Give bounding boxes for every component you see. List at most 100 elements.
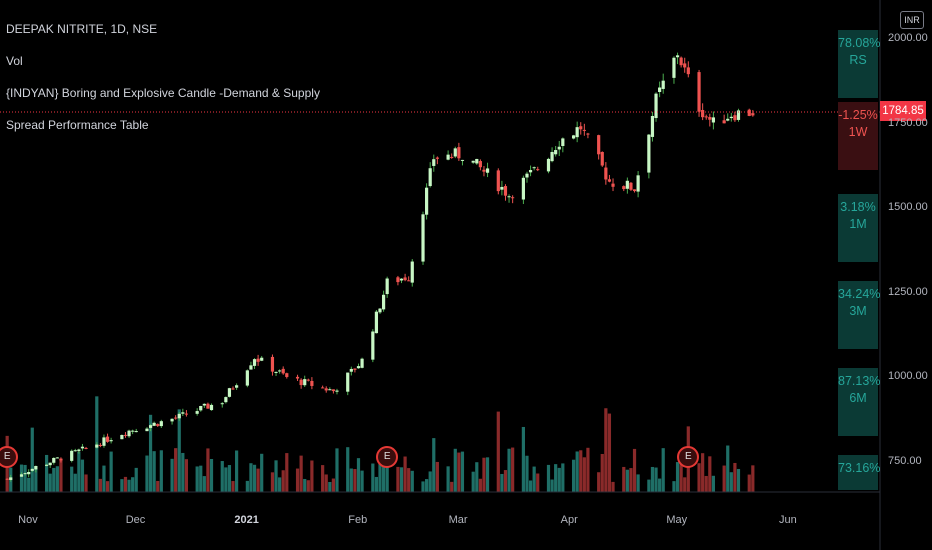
candle bbox=[321, 385, 325, 389]
candle bbox=[328, 387, 332, 391]
volume-bar bbox=[321, 465, 325, 492]
x-tick-label: Dec bbox=[125, 514, 146, 526]
volume-bar bbox=[252, 464, 257, 492]
candle bbox=[123, 432, 128, 438]
volume-bar bbox=[532, 466, 536, 492]
performance-period: 3M bbox=[849, 304, 867, 318]
candle bbox=[683, 57, 687, 73]
candle bbox=[726, 113, 730, 122]
performance-period: RS bbox=[849, 53, 867, 67]
candle bbox=[629, 182, 633, 191]
candle bbox=[446, 150, 450, 161]
volume-bar bbox=[80, 459, 85, 492]
volume-bar bbox=[227, 465, 232, 492]
x-tick-label: 2021 bbox=[234, 514, 259, 526]
earnings-marker[interactable]: E bbox=[376, 446, 399, 468]
volume-bar bbox=[704, 475, 708, 492]
candle bbox=[127, 429, 131, 438]
volume-bar bbox=[435, 461, 439, 492]
volume-bar bbox=[224, 467, 228, 492]
candle bbox=[661, 73, 665, 94]
earnings-marker[interactable]: E bbox=[677, 446, 700, 468]
volume-bar bbox=[335, 448, 339, 492]
candle bbox=[55, 457, 59, 459]
candle bbox=[9, 474, 13, 482]
volume-bar bbox=[636, 474, 640, 492]
candle bbox=[209, 403, 214, 411]
candle bbox=[252, 358, 257, 370]
volume-bar bbox=[159, 450, 163, 492]
candle bbox=[27, 469, 31, 478]
candle bbox=[722, 114, 726, 124]
candle bbox=[432, 154, 436, 172]
volume-bar bbox=[145, 455, 149, 492]
volume-bar bbox=[647, 479, 651, 492]
volume-bar bbox=[600, 454, 604, 492]
candle bbox=[356, 363, 361, 369]
candle bbox=[220, 402, 224, 408]
currency-button[interactable]: INR bbox=[900, 11, 924, 29]
volume-bar bbox=[575, 451, 579, 492]
candle bbox=[281, 366, 285, 375]
candle bbox=[399, 278, 404, 284]
candle bbox=[23, 472, 27, 476]
volume-bar bbox=[27, 477, 31, 492]
volume-bar bbox=[711, 475, 715, 492]
volume-bar bbox=[84, 474, 88, 492]
volume-bar bbox=[503, 470, 508, 492]
volume-bar bbox=[485, 457, 490, 492]
volume-bar bbox=[385, 465, 389, 492]
candle bbox=[374, 309, 379, 334]
x-tick-label: May bbox=[666, 514, 688, 526]
indicator-legend-performance-table[interactable]: Spread Performance Table bbox=[6, 118, 149, 132]
volume-bar bbox=[303, 478, 307, 492]
earnings-marker[interactable]: E bbox=[0, 446, 19, 468]
volume-bar bbox=[428, 471, 432, 492]
candle bbox=[335, 388, 339, 395]
volume-bar bbox=[328, 481, 332, 492]
volume-bar bbox=[496, 411, 500, 492]
volume-bar bbox=[396, 466, 400, 492]
volume-bar bbox=[202, 476, 206, 492]
candle bbox=[77, 448, 81, 454]
volume-bar bbox=[675, 462, 680, 492]
volume-bar bbox=[521, 426, 525, 492]
candle bbox=[675, 52, 680, 65]
candle bbox=[672, 56, 676, 84]
candle bbox=[84, 446, 88, 450]
volume-bar bbox=[52, 467, 56, 492]
volume-bar bbox=[554, 464, 558, 492]
volume-bar bbox=[607, 413, 612, 492]
candle bbox=[331, 389, 335, 394]
volume-bar bbox=[658, 478, 662, 492]
volume-bar bbox=[349, 468, 353, 492]
candle bbox=[550, 147, 554, 163]
volume-bar bbox=[310, 460, 314, 492]
candle bbox=[278, 369, 282, 374]
y-tick-label: 1000.00 bbox=[888, 370, 928, 383]
candle bbox=[70, 449, 74, 463]
volume-bar bbox=[281, 470, 285, 492]
volume-bar bbox=[604, 408, 608, 492]
symbol-title[interactable]: DEEPAK NITRITE, 1D, NSE bbox=[6, 22, 158, 36]
candle bbox=[45, 463, 49, 467]
candle bbox=[586, 132, 590, 139]
volume-bar bbox=[177, 409, 181, 492]
indicator-legend-boring-candle[interactable]: {INDYAN} Boring and Explosive Candle -De… bbox=[6, 86, 320, 100]
volume-bar bbox=[650, 466, 655, 492]
volume-bar bbox=[34, 466, 38, 492]
candle bbox=[174, 415, 178, 420]
volume-legend[interactable]: Vol bbox=[6, 54, 23, 68]
volume-bar bbox=[274, 460, 278, 492]
candle bbox=[453, 146, 457, 159]
candle bbox=[708, 113, 712, 127]
performance-cell: 34.24% 3M bbox=[838, 281, 880, 349]
candle bbox=[571, 134, 576, 140]
volume-bar bbox=[278, 477, 282, 492]
candle bbox=[485, 162, 490, 178]
volume-bar bbox=[381, 463, 386, 492]
candle bbox=[582, 123, 586, 136]
volume-bar bbox=[399, 467, 404, 492]
candle bbox=[360, 357, 364, 369]
